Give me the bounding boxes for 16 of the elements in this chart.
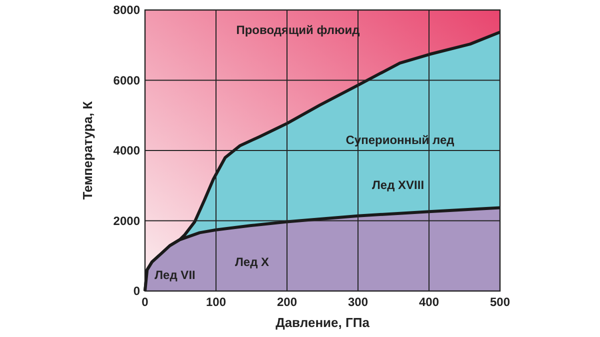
annotation: Лед X <box>234 255 270 269</box>
y-tick-label: 4000 <box>113 144 140 158</box>
y-tick-label: 6000 <box>113 73 140 88</box>
y-tick-label: 2000 <box>113 214 140 228</box>
y-tick-label: 8000 <box>113 3 140 17</box>
y-axis-title: Температура, К <box>80 101 95 200</box>
x-tick-label: 500 <box>490 295 510 309</box>
x-tick-label: 0 <box>142 295 149 309</box>
annotation: Лед VII <box>154 268 196 282</box>
x-tick-label: 100 <box>206 295 226 309</box>
x-axis-title: Давление, ГПа <box>276 315 370 330</box>
x-tick-label: 300 <box>348 295 368 309</box>
y-tick-label: 0 <box>133 284 140 298</box>
annotation: Лед XVIII <box>372 178 424 192</box>
x-tick-label: 200 <box>276 295 298 309</box>
x-tick-label: 400 <box>418 295 440 309</box>
